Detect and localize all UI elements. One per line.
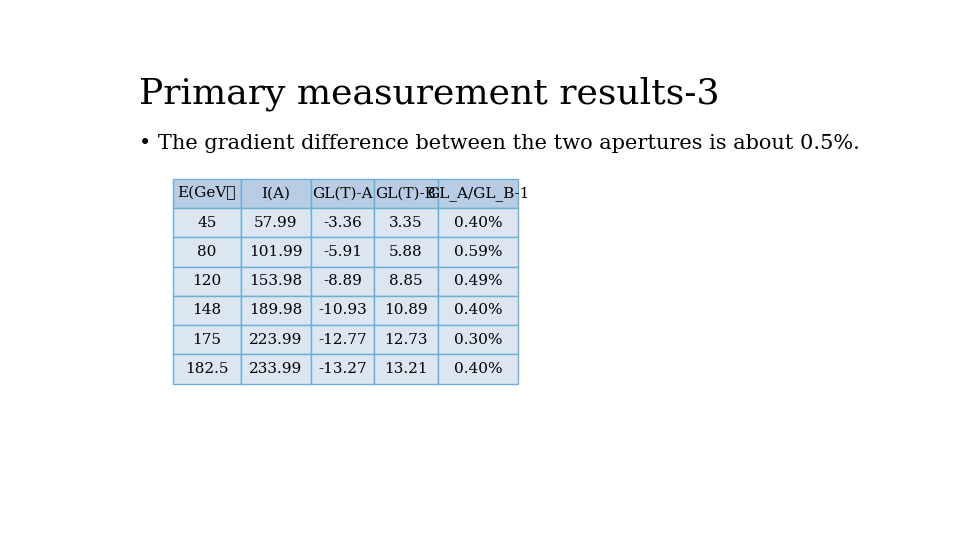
Text: 8.85: 8.85 [389,274,422,288]
Bar [173,267,241,296]
Bar [374,325,438,354]
Text: 148: 148 [192,303,222,318]
Text: 182.5: 182.5 [185,362,228,376]
Text: 0.40%: 0.40% [454,215,502,230]
Bar [241,208,311,237]
Text: 223.99: 223.99 [249,333,302,347]
Text: 5.88: 5.88 [389,245,422,259]
Bar [374,296,438,325]
Text: -12.77: -12.77 [318,333,367,347]
Text: 175: 175 [192,333,222,347]
Text: 57.99: 57.99 [254,215,298,230]
Text: -5.91: -5.91 [323,245,362,259]
Text: GL_A/GL_B-1: GL_A/GL_B-1 [427,186,529,201]
Bar [438,354,518,383]
Bar [438,237,518,267]
Text: • The gradient difference between the two apertures is about 0.5%.: • The gradient difference between the tw… [139,134,860,153]
Text: 13.21: 13.21 [384,362,428,376]
Bar [173,325,241,354]
Bar [311,325,374,354]
Bar [311,296,374,325]
Bar [241,267,311,296]
Text: 0.40%: 0.40% [454,362,502,376]
Text: 0.49%: 0.49% [454,274,502,288]
Bar [438,208,518,237]
Bar [173,179,241,208]
Text: 101.99: 101.99 [249,245,302,259]
Bar [374,354,438,383]
Text: 45: 45 [197,215,217,230]
Bar [173,296,241,325]
Text: 0.30%: 0.30% [454,333,502,347]
Bar [241,179,311,208]
Text: 0.59%: 0.59% [454,245,502,259]
Bar [173,237,241,267]
Text: 189.98: 189.98 [250,303,302,318]
Text: -13.27: -13.27 [318,362,367,376]
Bar [374,237,438,267]
Text: -3.36: -3.36 [323,215,362,230]
Text: 0.40%: 0.40% [454,303,502,318]
Bar [241,237,311,267]
Text: 120: 120 [192,274,222,288]
Bar [311,237,374,267]
Bar [311,179,374,208]
Bar [311,208,374,237]
Bar [241,354,311,383]
Bar [311,354,374,383]
Bar [173,354,241,383]
Text: E(GeV）: E(GeV） [178,186,236,200]
Text: -10.93: -10.93 [318,303,367,318]
Bar [374,208,438,237]
Bar [438,296,518,325]
Text: 233.99: 233.99 [250,362,302,376]
Text: 12.73: 12.73 [384,333,428,347]
Bar [173,208,241,237]
Text: GL(T)-B: GL(T)-B [375,186,437,200]
Text: 3.35: 3.35 [389,215,422,230]
Bar [438,325,518,354]
Text: 153.98: 153.98 [250,274,302,288]
Bar [374,179,438,208]
Text: GL(T)-A: GL(T)-A [312,186,372,200]
Bar [241,325,311,354]
Text: -8.89: -8.89 [323,274,362,288]
Bar [311,267,374,296]
Bar [241,296,311,325]
Bar [438,179,518,208]
Text: 80: 80 [197,245,217,259]
Text: 10.89: 10.89 [384,303,428,318]
Bar [374,267,438,296]
Text: I(A): I(A) [261,186,290,200]
Bar [438,267,518,296]
Text: Primary measurement results-3: Primary measurement results-3 [139,76,720,111]
